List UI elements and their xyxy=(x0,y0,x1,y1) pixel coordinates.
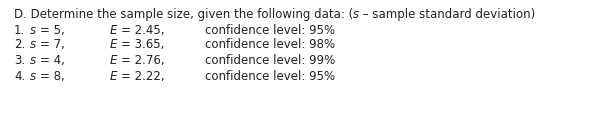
Text: confidence level: 95%: confidence level: 95% xyxy=(205,24,335,37)
Text: 2.: 2. xyxy=(14,38,25,51)
Text: confidence level: 99%: confidence level: 99% xyxy=(205,54,336,66)
Text: = 2.76,: = 2.76, xyxy=(121,54,165,66)
Text: s: s xyxy=(30,69,36,82)
Text: = 8,: = 8, xyxy=(40,69,64,82)
Text: = 4,: = 4, xyxy=(40,54,65,66)
Text: = 5,: = 5, xyxy=(40,24,64,37)
Text: 1.: 1. xyxy=(14,24,25,37)
Text: confidence level: 95%: confidence level: 95% xyxy=(205,69,335,82)
Text: confidence level: 98%: confidence level: 98% xyxy=(205,38,335,51)
Text: E: E xyxy=(110,54,118,66)
Text: = 3.65,: = 3.65, xyxy=(121,38,164,51)
Text: E: E xyxy=(110,24,118,37)
Text: s: s xyxy=(30,24,36,37)
Text: E: E xyxy=(110,38,118,51)
Text: E: E xyxy=(110,69,118,82)
Text: 4.: 4. xyxy=(14,69,25,82)
Text: = 2.22,: = 2.22, xyxy=(121,69,165,82)
Text: D. Determine the sample size, given the following data: (: D. Determine the sample size, given the … xyxy=(14,8,353,21)
Text: 3.: 3. xyxy=(14,54,25,66)
Text: s: s xyxy=(30,38,36,51)
Text: = 2.45,: = 2.45, xyxy=(121,24,165,37)
Text: s: s xyxy=(353,8,359,21)
Text: = 7,: = 7, xyxy=(40,38,65,51)
Text: – sample standard deviation): – sample standard deviation) xyxy=(359,8,536,21)
Text: s: s xyxy=(30,54,36,66)
